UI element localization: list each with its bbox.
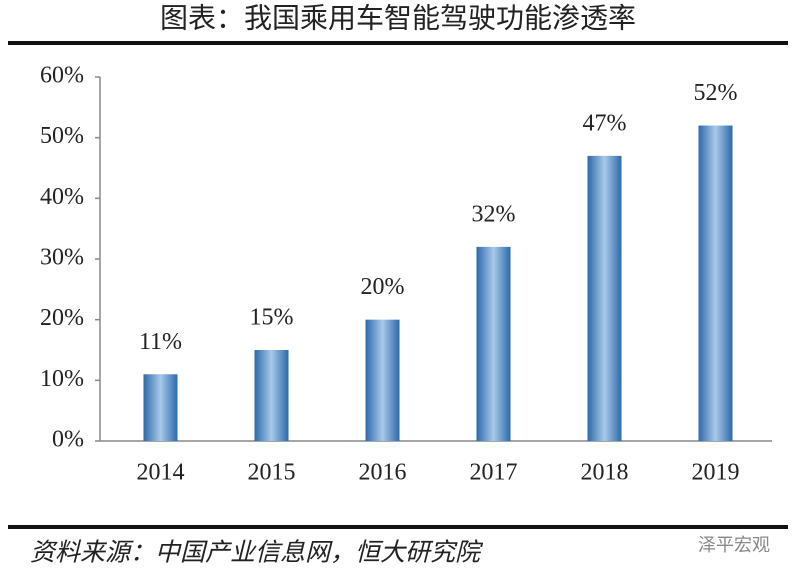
y-tick-label: 0% <box>52 427 84 453</box>
y-tick-label: 40% <box>40 184 84 210</box>
bar <box>365 319 400 441</box>
bar <box>476 246 511 441</box>
y-tick-label: 30% <box>40 245 84 271</box>
y-tick-label: 60% <box>40 63 84 89</box>
y-tick-label: 20% <box>40 305 84 331</box>
value-label: 11% <box>139 329 182 355</box>
chart-title: 图表：我国乘用车智能驾驶功能渗透率 <box>160 2 636 34</box>
x-tick-label: 2019 <box>692 460 740 486</box>
watermark: 泽平宏观 <box>698 535 770 556</box>
value-label: 32% <box>472 201 516 227</box>
value-label: 52% <box>694 80 738 106</box>
x-tick-label: 2015 <box>248 460 296 486</box>
x-tick-label: 2018 <box>581 460 629 486</box>
bar <box>254 350 289 441</box>
value-label: 47% <box>583 110 627 136</box>
bar <box>587 155 622 441</box>
x-tick-label: 2017 <box>470 460 518 486</box>
value-label: 20% <box>361 274 405 300</box>
source-rule <box>8 525 788 529</box>
source: 资料来源：中国产业信息网，恒大研究院 <box>30 539 484 567</box>
title-rule <box>8 41 788 45</box>
bar <box>143 374 178 441</box>
y-tick-label: 10% <box>40 366 84 392</box>
bar <box>698 125 733 442</box>
x-tick-label: 2016 <box>359 460 407 486</box>
value-label: 15% <box>250 305 294 331</box>
x-tick-label: 2014 <box>137 460 185 486</box>
y-tick-label: 50% <box>40 123 84 149</box>
